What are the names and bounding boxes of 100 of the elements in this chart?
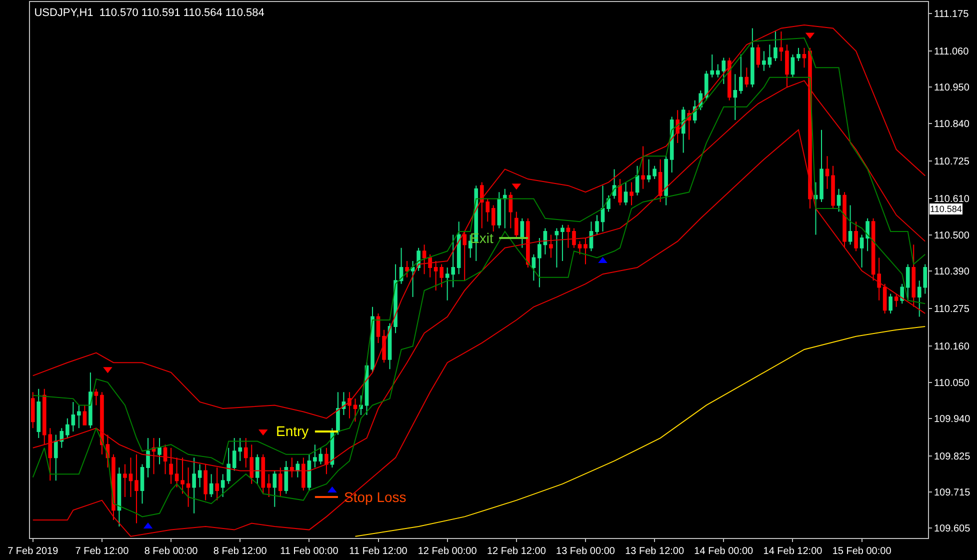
candlestick	[606, 194, 610, 212]
candlestick	[100, 392, 104, 455]
candlestick	[566, 224, 570, 248]
y-tick-label: 110.840	[934, 118, 970, 130]
candlestick	[744, 67, 749, 88]
y-tick-label: 110.390	[934, 266, 970, 278]
candlestick	[174, 457, 179, 488]
candlestick	[163, 444, 168, 475]
candlestick	[112, 454, 116, 520]
candlestick	[376, 312, 380, 344]
x-tick-label: 13 Feb 00:00	[556, 546, 616, 557]
candlestick	[848, 204, 852, 246]
candlestick	[646, 158, 651, 183]
candlestick	[117, 467, 122, 528]
candlestick	[526, 218, 530, 268]
candlestick	[762, 50, 766, 72]
candlestick	[912, 244, 916, 308]
x-tick-label: 8 Feb 12:00	[213, 546, 268, 557]
line-series	[32, 129, 926, 537]
candlestick	[422, 244, 426, 275]
candlestick	[82, 404, 87, 426]
candlestick	[456, 221, 461, 275]
candlestick	[681, 106, 686, 154]
y-tick-label: 110.275	[934, 304, 970, 316]
candlestick	[353, 398, 358, 422]
candlestick	[779, 31, 784, 62]
candlestick	[318, 447, 323, 465]
candlestick	[290, 457, 294, 478]
candlestick	[146, 438, 150, 478]
candlestick	[785, 44, 789, 88]
candlestick	[624, 182, 628, 206]
x-tick-label: 7 Feb 2019	[8, 546, 59, 557]
candlestick	[388, 322, 392, 370]
candlestick	[405, 260, 409, 278]
candlestick	[635, 165, 640, 196]
candlestick	[658, 158, 662, 202]
candlestick	[520, 218, 524, 248]
candlestick	[664, 156, 668, 206]
candlestick	[727, 57, 732, 101]
candlestick	[410, 260, 415, 298]
candlestick	[508, 192, 513, 229]
candlestick	[860, 234, 864, 268]
candlestick	[538, 238, 542, 288]
candlestick	[670, 116, 674, 173]
y-tick-label: 110.160	[934, 342, 970, 353]
candlestick	[584, 238, 588, 265]
candlestick	[802, 47, 806, 68]
candlestick	[756, 44, 760, 68]
x-tick-label: 7 Feb 12:00	[75, 546, 130, 557]
x-tick-label: 14 Feb 12:00	[763, 546, 823, 557]
candlestick	[836, 188, 841, 212]
candlestick	[94, 388, 98, 406]
y-tick-label: 110.950	[934, 82, 970, 94]
candlestick	[198, 464, 202, 488]
candlestick	[77, 404, 81, 429]
candlestick	[814, 182, 818, 236]
series-label: Entry	[276, 423, 309, 439]
x-tick-label: 15 Feb 00:00	[832, 546, 892, 557]
candlestick	[600, 185, 605, 232]
candlestick	[572, 228, 576, 248]
y-tick-label: 111.060	[934, 46, 970, 58]
candlestick	[578, 240, 582, 255]
candlestick	[123, 464, 127, 498]
candlestick	[514, 211, 518, 239]
candlestick	[215, 467, 219, 501]
candlestick	[66, 418, 70, 439]
candlestick	[342, 392, 346, 416]
candlestick	[842, 192, 846, 248]
candlestick	[134, 454, 138, 524]
candlestick	[491, 204, 496, 232]
candlestick	[612, 168, 616, 200]
candlestick	[336, 392, 340, 436]
candlestick	[266, 474, 271, 498]
candlestick	[774, 31, 778, 62]
candlestick	[554, 228, 559, 268]
candlestick	[790, 54, 795, 78]
candlestick	[30, 392, 35, 429]
x-tick-label: 14 Feb 00:00	[694, 546, 754, 557]
candlestick	[399, 247, 404, 284]
candlestick	[192, 457, 196, 514]
candlestick	[595, 214, 599, 236]
candlestick	[750, 28, 754, 88]
candlestick	[831, 165, 835, 210]
candlestick	[313, 444, 317, 468]
candlestick	[854, 221, 858, 252]
candlestick	[888, 293, 892, 314]
candlestick	[532, 254, 536, 282]
candlestick	[370, 306, 374, 373]
candlestick	[900, 283, 904, 304]
candlestick	[152, 438, 156, 475]
candlestick	[278, 467, 282, 498]
candlestick	[440, 264, 444, 288]
candlestick	[630, 182, 634, 206]
y-tick-label: 110.500	[934, 230, 970, 242]
candlestick	[549, 234, 553, 258]
candlestick	[497, 192, 502, 229]
candlestick	[302, 457, 306, 491]
x-tick-label: 12 Feb 12:00	[486, 546, 546, 557]
candlestick	[502, 188, 507, 229]
text: USDJPY,H1 110.570 110.591 110.564 110.584	[34, 7, 264, 20]
